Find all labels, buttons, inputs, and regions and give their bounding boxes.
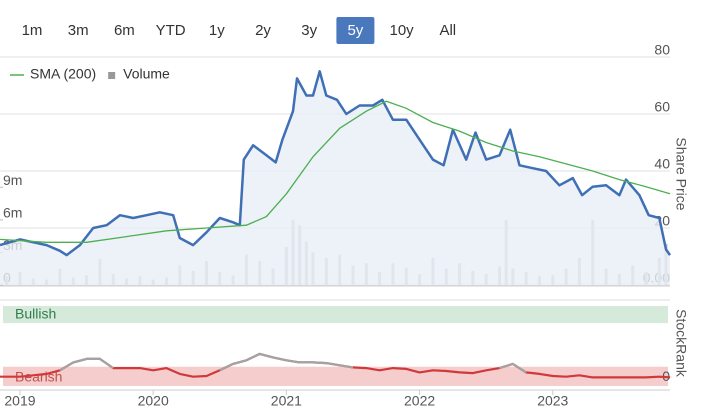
button-label: 1y (209, 22, 225, 39)
range-button[interactable]: 3m (68, 22, 89, 39)
y2-tick-label: 80 (654, 42, 670, 58)
sma-line (0, 100, 671, 243)
range-button[interactable]: 6m (114, 22, 135, 39)
button-label: YTD (156, 22, 186, 39)
y2-tick-label: 40 (654, 156, 670, 172)
y2-axis-title: Share Price (673, 137, 689, 210)
legend-label: SMA (200) (30, 66, 96, 82)
range-button[interactable]: YTD (156, 22, 186, 39)
button-label: 2y (255, 22, 271, 39)
legend-swatch (108, 72, 116, 79)
rank-line (59, 352, 527, 374)
button-label: 5y (347, 22, 363, 39)
range-button[interactable]: 10y (390, 22, 415, 39)
x-tick-label: 2023 (537, 393, 568, 409)
y-tick-label: 9m (3, 172, 22, 188)
button-label: 3y (301, 22, 317, 39)
legend-label: Volume (123, 66, 170, 82)
range-button[interactable]: 5y (336, 17, 375, 44)
y2-tick-label: 60 (654, 99, 670, 115)
x-tick-label: 2020 (138, 393, 169, 409)
band-label: Bullish (15, 305, 56, 321)
legend-item[interactable]: Volume (108, 66, 170, 82)
y-tick-label: 6m (3, 205, 22, 221)
button-label: 3m (68, 22, 89, 39)
button-label: 1m (22, 22, 43, 39)
x-tick-label: 2022 (404, 393, 435, 409)
range-button[interactable]: All (439, 22, 456, 39)
button-label: All (439, 22, 456, 39)
rank-band (3, 366, 668, 386)
button-label: 6m (114, 22, 135, 39)
rank-band (3, 306, 668, 324)
range-button[interactable]: 1y (209, 22, 225, 39)
range-button[interactable]: 2y (255, 22, 271, 39)
legend-item[interactable]: SMA (200) (10, 66, 96, 82)
range-button[interactable]: 1m (22, 22, 43, 39)
x-tick-label: 2019 (4, 393, 35, 409)
price-line (0, 70, 672, 257)
price-area (0, 71, 670, 285)
x-tick-label: 2021 (271, 393, 302, 409)
y-axis-title: StockRank (673, 309, 689, 378)
range-button[interactable]: 3y (301, 22, 317, 39)
button-highlight (336, 17, 375, 44)
button-label: 10y (390, 22, 415, 39)
